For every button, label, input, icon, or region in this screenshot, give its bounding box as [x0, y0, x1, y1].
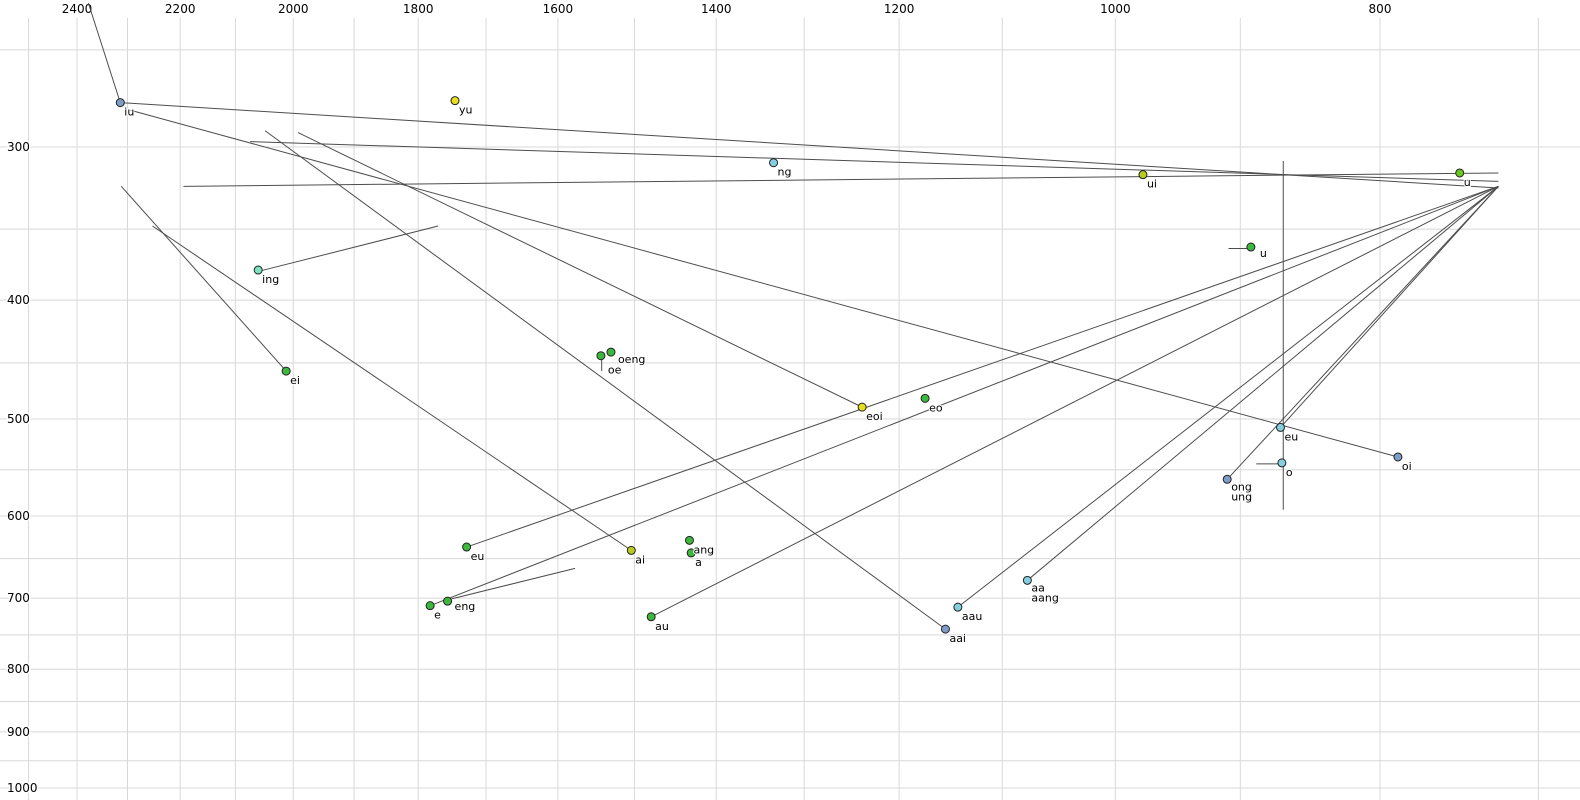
x-tick-label: 1800: [403, 2, 434, 16]
point-label-ai: ai: [635, 553, 645, 566]
point-eoi: [857, 402, 867, 412]
point-label-a: a: [695, 556, 702, 569]
trajectory-line: [152, 225, 632, 551]
trajectory-line: [466, 185, 1499, 548]
point-e: [425, 601, 435, 611]
point-label2-ong: ung: [1231, 490, 1252, 503]
x-tick-label: 800: [1369, 2, 1392, 16]
trajectory-line: [1226, 185, 1499, 480]
point-eu-right: [1276, 422, 1286, 432]
point-label-eoi: eoi: [866, 410, 883, 423]
point-label-aa: aa: [1031, 581, 1044, 594]
point-label-oeng: oeng: [618, 353, 645, 366]
x-tick-label: 1200: [884, 2, 915, 16]
x-tick-label: 1400: [701, 2, 732, 16]
point-label-eo: eo: [929, 401, 943, 414]
trajectory-line: [120, 185, 287, 372]
axis-tick-labels: 2400 2200 2000 1800 1600 1400 1200 1000 800 300 40…: [6, 1, 1393, 797]
point-label-ang: ang: [693, 543, 714, 556]
point-eo: [920, 393, 930, 403]
point-label-ei: ei: [290, 374, 300, 387]
x-tick-label: 2000: [278, 2, 309, 16]
point-label-eu-right: eu: [1285, 430, 1299, 443]
trajectory-line: [258, 225, 439, 272]
point-oeng: [606, 347, 616, 357]
point-aau: [953, 602, 963, 612]
point-aa: [1022, 575, 1032, 585]
y-tick-label: 600: [7, 509, 30, 523]
point-eng: [443, 596, 453, 606]
point-oe: [596, 351, 606, 361]
trajectory-line: [1027, 185, 1499, 581]
y-tick-label: 900: [7, 725, 30, 739]
point-u-top: [1455, 168, 1465, 178]
point-label-u-top: u: [1464, 176, 1471, 189]
x-tick-label: 2400: [62, 2, 93, 16]
point-label-ong: ong: [1231, 480, 1252, 493]
point-label-eng: eng: [455, 600, 476, 613]
point-label-aau: aau: [962, 610, 982, 623]
point-ing: [253, 265, 263, 275]
point-a: [686, 548, 696, 558]
trajectory-line: [451, 567, 576, 600]
point-label2-aa: aang: [1031, 591, 1058, 604]
y-tick-label: 700: [7, 591, 30, 605]
point-label-ng: ng: [778, 166, 792, 179]
trajectory-line: [429, 185, 1499, 607]
x-tick-label: 1600: [543, 2, 574, 16]
point-iu: [115, 98, 125, 108]
point-ei: [281, 366, 291, 376]
data-points: [115, 96, 1465, 634]
point-ui: [1138, 170, 1148, 180]
trajectory-line: [1280, 185, 1499, 428]
point-label-yu: yu: [459, 104, 472, 117]
point-ng: [769, 158, 779, 168]
point-oi: [1393, 452, 1403, 462]
point-o: [1277, 458, 1287, 468]
point-u-mid: [1246, 242, 1256, 252]
point-yu: [450, 96, 460, 106]
point-label-e: e: [434, 609, 441, 622]
x-tick-label: 1000: [1100, 2, 1131, 16]
point-eu-left: [462, 542, 472, 552]
point-ai: [626, 545, 636, 555]
trajectory-line: [264, 130, 946, 630]
point-label-aai: aai: [949, 632, 966, 645]
trajectory-line: [297, 132, 863, 408]
point-label-u-mid: u: [1260, 247, 1267, 260]
point-ang: [684, 535, 694, 545]
y-tick-label: 500: [7, 412, 30, 426]
trajectory-line: [957, 185, 1499, 608]
point-label-iu: iu: [124, 106, 134, 119]
trajectory-line: [183, 172, 1499, 187]
point-label-ui: ui: [1147, 178, 1157, 191]
point-label-eu-left: eu: [471, 550, 485, 563]
point-label-oe: oe: [608, 364, 622, 377]
point-label-ing: ing: [262, 273, 279, 286]
trajectory-line: [87, 3, 121, 103]
point-aai: [940, 624, 950, 634]
x-tick-label: 2200: [165, 2, 196, 16]
y-tick-label: 800: [7, 662, 30, 676]
y-tick-label: 1000: [7, 781, 38, 795]
point-au: [646, 612, 656, 622]
trajectory-line: [650, 185, 1499, 618]
point-label-o: o: [1286, 466, 1293, 479]
point-label-au: au: [655, 620, 669, 633]
point-label-oi: oi: [1402, 460, 1412, 473]
trajectory-line: [250, 141, 1499, 182]
grid-lines: [0, 18, 1580, 800]
trajectory-line: [130, 109, 1399, 458]
y-tick-label: 400: [7, 293, 30, 307]
trajectory-lines: [87, 3, 1499, 630]
point-ong: [1222, 474, 1232, 484]
y-tick-label: 300: [7, 140, 30, 154]
